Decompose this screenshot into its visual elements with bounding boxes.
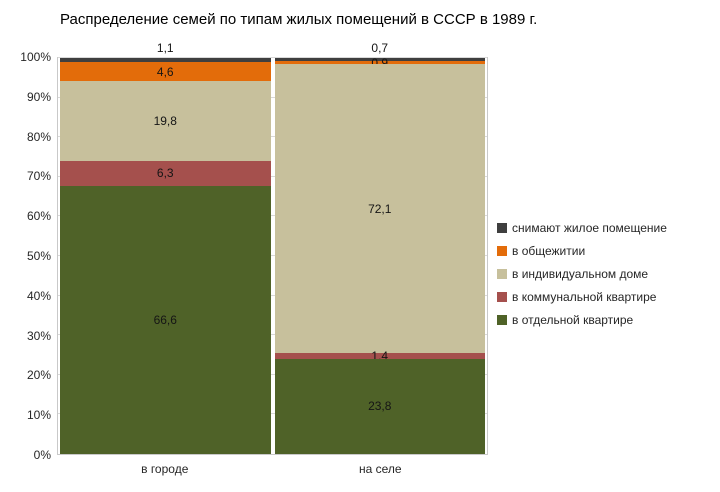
plot-area: 66,6 6,3 19,8 4,6 1,1 23,8 1,4 72,1 0,9 0,7 (57, 41, 488, 455)
gridlines (58, 57, 487, 454)
y-tick-label: 50% (26, 249, 51, 263)
segment-label: 66,6 (153, 312, 177, 327)
y-tick-label: 10% (26, 408, 51, 423)
bar-segment: 6,3 (60, 160, 271, 186)
y-tick-label: 30% (26, 328, 51, 343)
stacked-bar: 66,6 6,3 19,8 4,6 1,1 (60, 41, 271, 454)
segment-label: 6,3 (156, 166, 174, 181)
above-bar-label: 1,1 (156, 41, 174, 55)
legend-item: в общежитии (497, 244, 667, 258)
segment-label: 4,6 (156, 64, 174, 79)
bar-segment: 72,1 (274, 64, 485, 354)
gridline (58, 96, 487, 98)
bars: 66,6 6,3 19,8 4,6 1,1 23,8 1,4 72,1 0,9 0,7 (58, 41, 488, 454)
legend-swatch (497, 315, 507, 325)
legend-label: снимают жилое помещение (512, 221, 667, 235)
y-tick-label: 80% (26, 129, 51, 144)
y-tick-label: 60% (26, 209, 51, 224)
segment-label: 72,1 (368, 201, 392, 216)
segment-label: 23,8 (368, 399, 392, 414)
gridline (58, 136, 487, 138)
gridline (58, 413, 487, 415)
legend-swatch (497, 292, 507, 302)
x-axis-label: в городе (141, 462, 189, 476)
y-tick-label: 40% (26, 288, 51, 303)
bar-slot: 66,6 6,3 19,8 4,6 1,1 (58, 41, 273, 454)
legend-label: в отдельной квартире (512, 313, 634, 327)
legend-item: снимают жилое помещение (497, 221, 667, 235)
chart-title: Распределение семей по типам жилых помещ… (60, 11, 538, 28)
bar-segment (274, 58, 485, 61)
y-tick-label: 70% (26, 169, 51, 184)
y-tick-label: 90% (26, 89, 51, 104)
y-tick-label: 100% (20, 50, 51, 64)
legend-item: в отдельной квартире (497, 313, 667, 327)
legend-label: в коммунальной квартире (512, 290, 657, 304)
above-bar-label: 0,7 (371, 41, 389, 55)
legend-label: в индивидуальном доме (512, 267, 649, 281)
gridline (58, 175, 487, 177)
bar-segment: 19,8 (60, 80, 271, 161)
gridline (58, 57, 487, 58)
x-axis-label: на селе (358, 462, 402, 476)
bar-segment: 66,6 (60, 185, 271, 454)
legend: снимают жилое помещение в общежитии в инди… (497, 221, 667, 327)
y-tick-label: 20% (26, 368, 51, 383)
gridline (58, 215, 487, 217)
y-tick-label: 0% (33, 448, 51, 462)
legend-swatch (497, 246, 507, 256)
gridline (58, 255, 487, 256)
segment-label: 19,8 (153, 113, 177, 128)
gridline (58, 334, 487, 336)
bar-slot: 23,8 1,4 72,1 0,9 0,7 (273, 41, 488, 454)
y-axis: 0% 10% 20% 30% 40% 50% 60% 70% 80% 90% 100% (0, 51, 51, 461)
legend-label: в общежитии (512, 244, 586, 258)
legend-item: в коммунальной квартире (497, 290, 667, 304)
bar-segment (60, 58, 271, 63)
legend-swatch (497, 269, 507, 279)
x-axis-labels: в городе на селе (57, 462, 488, 476)
stacked-bar: 23,8 1,4 72,1 0,9 0,7 (274, 41, 485, 454)
gridline (58, 373, 487, 375)
legend-item: в индивидуальном доме (497, 267, 667, 281)
legend-swatch (497, 223, 507, 233)
gridline (58, 294, 487, 296)
bar-segment: 23,8 (274, 358, 485, 454)
bar-segment: 4,6 (60, 62, 271, 81)
